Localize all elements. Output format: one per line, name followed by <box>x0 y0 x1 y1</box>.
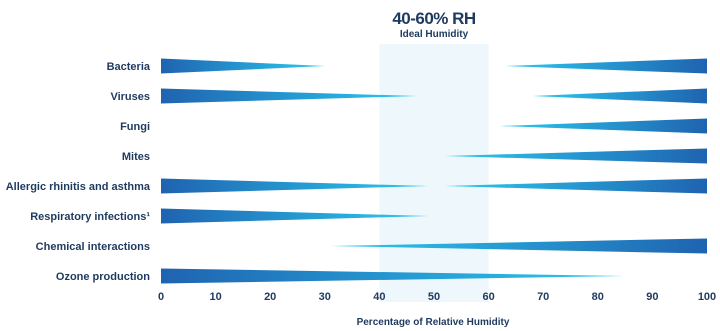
risk-wedge-low-humidity <box>161 268 626 284</box>
risk-wedge-high-humidity <box>499 118 707 134</box>
x-tick-label: 90 <box>646 291 658 303</box>
x-tick-label: 20 <box>264 291 276 303</box>
ideal-band-subtitle: Ideal Humidity <box>400 29 469 40</box>
category-label: Ozone production <box>56 271 150 283</box>
risk-wedge-high-humidity <box>444 178 707 194</box>
x-axis-title: Percentage of Relative Humidity <box>357 317 510 328</box>
category-label: Bacteria <box>107 61 151 73</box>
x-tick-label: 0 <box>158 291 164 303</box>
category-label: Respiratory infections¹ <box>30 211 150 223</box>
ideal-humidity-band <box>379 44 489 302</box>
x-tick-label: 10 <box>209 291 221 303</box>
category-label: Mites <box>122 151 150 163</box>
category-label: Fungi <box>120 121 150 133</box>
x-tick-label: 40 <box>373 291 385 303</box>
risk-wedge-high-humidity <box>504 58 707 74</box>
ideal-band-title: 40-60% RH <box>392 9 476 28</box>
risk-wedge-high-humidity <box>330 238 707 254</box>
x-tick-label: 80 <box>592 291 604 303</box>
risk-wedge-low-humidity <box>161 208 429 224</box>
x-tick-label: 70 <box>537 291 549 303</box>
risk-wedge-high-humidity <box>532 88 707 104</box>
risk-wedge-low-humidity <box>161 88 418 104</box>
x-tick-label: 30 <box>319 291 331 303</box>
category-label: Viruses <box>110 91 150 103</box>
category-label: Allergic rhinitis and asthma <box>6 181 151 193</box>
category-label: Chemical interactions <box>36 241 150 253</box>
x-axis-ticks: 0 10 20 30 40 50 60 70 80 90 100 <box>158 291 716 303</box>
risk-wedge-high-humidity <box>444 148 707 164</box>
category-labels: Bacteria Viruses Fungi Mites Allergic rhinit… <box>6 61 151 283</box>
x-tick-label: 60 <box>482 291 494 303</box>
risk-wedge-low-humidity <box>161 58 325 74</box>
risk-wedge-low-humidity <box>161 178 429 194</box>
x-tick-label: 50 <box>428 291 440 303</box>
x-tick-label: 100 <box>698 291 716 303</box>
wedge-group <box>161 58 707 284</box>
